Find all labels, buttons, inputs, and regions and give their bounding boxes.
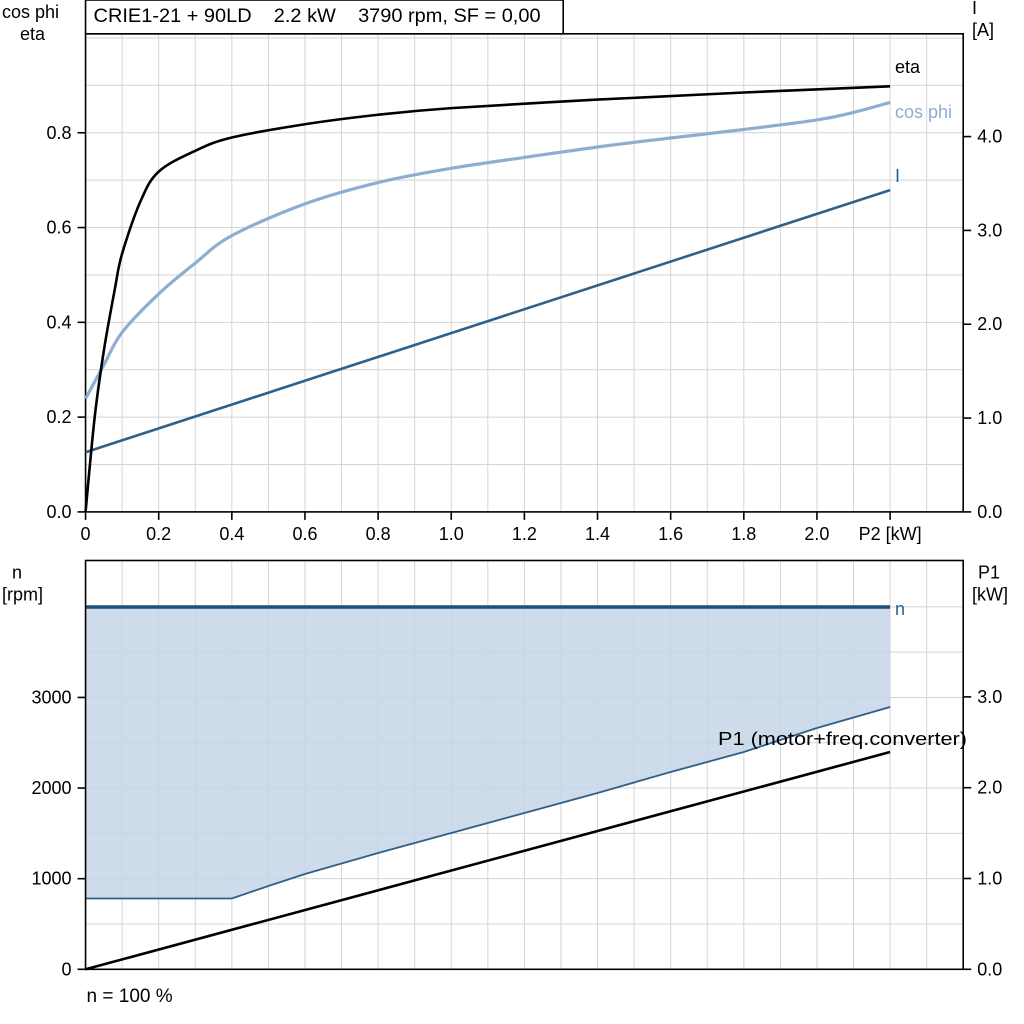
svg-text:0.4: 0.4 bbox=[219, 524, 244, 544]
svg-text:1.4: 1.4 bbox=[585, 524, 610, 544]
svg-text:0.0: 0.0 bbox=[977, 959, 1002, 979]
svg-text:n: n bbox=[895, 599, 905, 619]
svg-text:0.2: 0.2 bbox=[146, 524, 171, 544]
svg-text:CRIE1-21 + 90LD 2.2 kW 3: CRIE1-21 + 90LD 2.2 kW 3790 rpm, SF = 0,… bbox=[94, 6, 541, 27]
svg-text:0.6: 0.6 bbox=[47, 218, 72, 238]
svg-text:0: 0 bbox=[62, 959, 72, 979]
svg-text:P1: P1 bbox=[978, 563, 1000, 583]
svg-text:I: I bbox=[972, 0, 977, 18]
svg-text:1.8: 1.8 bbox=[731, 524, 756, 544]
svg-text:3.0: 3.0 bbox=[977, 220, 1002, 240]
svg-text:1.2: 1.2 bbox=[512, 524, 537, 544]
svg-text:0.0: 0.0 bbox=[977, 502, 1002, 522]
svg-text:1.0: 1.0 bbox=[439, 524, 464, 544]
svg-text:0.4: 0.4 bbox=[47, 312, 72, 332]
svg-text:P2 [kW]: P2 [kW] bbox=[859, 524, 922, 544]
svg-text:1.0: 1.0 bbox=[977, 408, 1002, 428]
svg-text:3000: 3000 bbox=[32, 687, 72, 707]
svg-text:0.8: 0.8 bbox=[47, 123, 72, 143]
svg-text:2.0: 2.0 bbox=[804, 524, 829, 544]
svg-text:2.0: 2.0 bbox=[977, 778, 1002, 798]
svg-text:4.0: 4.0 bbox=[977, 127, 1002, 147]
svg-text:0.6: 0.6 bbox=[292, 524, 317, 544]
svg-text:I: I bbox=[895, 166, 900, 186]
svg-text:0.2: 0.2 bbox=[47, 407, 72, 427]
svg-text:1.6: 1.6 bbox=[658, 524, 683, 544]
svg-text:n = 100 %: n = 100 % bbox=[87, 986, 173, 1007]
svg-text:1.0: 1.0 bbox=[977, 869, 1002, 889]
svg-text:3.0: 3.0 bbox=[977, 687, 1002, 707]
svg-text:n: n bbox=[12, 563, 22, 583]
svg-text:2000: 2000 bbox=[32, 778, 72, 798]
svg-text:eta: eta bbox=[895, 57, 921, 77]
svg-text:P1 (motor+freq.converter): P1 (motor+freq.converter) bbox=[718, 729, 967, 749]
svg-text:[rpm]: [rpm] bbox=[2, 585, 43, 605]
svg-text:0: 0 bbox=[81, 524, 91, 544]
svg-text:cos phi: cos phi bbox=[895, 102, 952, 122]
svg-text:[A]: [A] bbox=[972, 20, 994, 40]
svg-text:2.0: 2.0 bbox=[977, 314, 1002, 334]
svg-text:0.0: 0.0 bbox=[47, 502, 72, 522]
svg-text:1000: 1000 bbox=[32, 869, 72, 889]
svg-text:[kW]: [kW] bbox=[972, 585, 1008, 605]
svg-text:eta: eta bbox=[20, 24, 46, 44]
svg-text:cos phi: cos phi bbox=[2, 2, 59, 22]
svg-text:0.8: 0.8 bbox=[366, 524, 391, 544]
